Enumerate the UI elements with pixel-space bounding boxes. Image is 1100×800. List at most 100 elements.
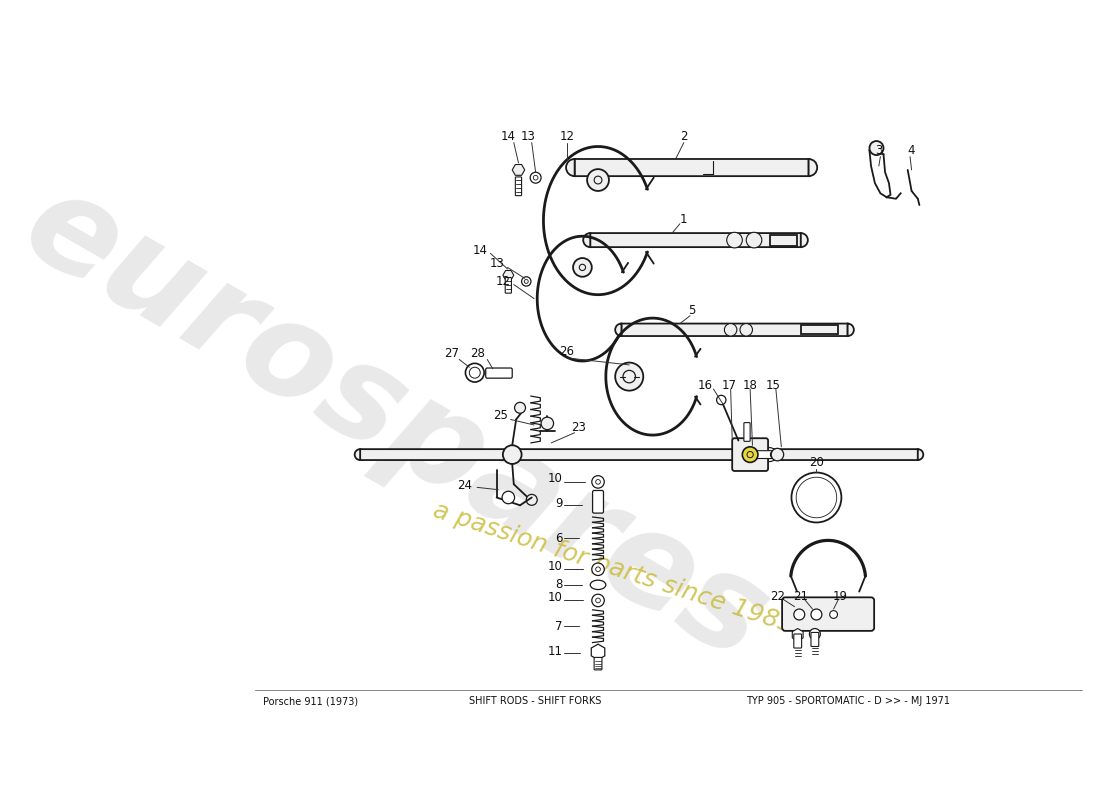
Text: 5: 5	[688, 304, 695, 317]
Text: 6: 6	[556, 532, 563, 545]
Text: 27: 27	[444, 346, 459, 360]
FancyBboxPatch shape	[516, 177, 521, 196]
FancyBboxPatch shape	[621, 323, 848, 336]
Circle shape	[746, 232, 762, 248]
Text: 11: 11	[548, 646, 563, 658]
FancyBboxPatch shape	[794, 634, 802, 648]
Circle shape	[470, 367, 481, 378]
Circle shape	[615, 362, 644, 390]
Circle shape	[716, 395, 726, 405]
Text: 25: 25	[494, 409, 508, 422]
Text: 10: 10	[548, 560, 563, 573]
Text: eurospares: eurospares	[2, 160, 789, 687]
Text: Porsche 911 (1973): Porsche 911 (1973)	[263, 696, 358, 706]
Circle shape	[792, 473, 842, 522]
Text: 22: 22	[770, 590, 785, 603]
Circle shape	[811, 609, 822, 620]
Circle shape	[771, 448, 783, 461]
Text: 10: 10	[548, 472, 563, 486]
Wedge shape	[615, 323, 622, 336]
Text: 23: 23	[571, 421, 586, 434]
Circle shape	[592, 594, 604, 606]
Circle shape	[525, 279, 528, 283]
Circle shape	[770, 450, 778, 458]
Circle shape	[573, 258, 592, 277]
Text: 13: 13	[520, 130, 536, 143]
FancyBboxPatch shape	[733, 438, 768, 471]
FancyBboxPatch shape	[593, 490, 604, 513]
Circle shape	[587, 169, 609, 191]
Circle shape	[534, 175, 538, 180]
Circle shape	[594, 176, 602, 184]
Text: 19: 19	[833, 590, 847, 603]
Circle shape	[521, 277, 531, 286]
Circle shape	[503, 446, 521, 464]
Text: TYP 905 - SPORTOMATIC - D >> - MJ 1971: TYP 905 - SPORTOMATIC - D >> - MJ 1971	[746, 696, 949, 706]
FancyBboxPatch shape	[811, 633, 818, 646]
Text: 12: 12	[496, 275, 510, 288]
Wedge shape	[583, 233, 591, 247]
Text: 9: 9	[556, 498, 563, 510]
Text: 7: 7	[556, 620, 563, 633]
Text: 12: 12	[559, 130, 574, 143]
Circle shape	[725, 323, 737, 336]
Bar	[801, 325, 838, 334]
Text: 2: 2	[680, 130, 688, 143]
FancyBboxPatch shape	[755, 450, 773, 458]
Text: a passion for parts since 1985: a passion for parts since 1985	[430, 498, 798, 638]
Circle shape	[869, 141, 883, 155]
FancyBboxPatch shape	[574, 159, 808, 176]
Text: 17: 17	[722, 379, 737, 393]
FancyBboxPatch shape	[594, 658, 602, 670]
Wedge shape	[801, 233, 807, 247]
Circle shape	[810, 629, 821, 639]
Text: 8: 8	[556, 578, 563, 591]
Circle shape	[502, 491, 515, 504]
Circle shape	[596, 598, 601, 602]
Text: 15: 15	[766, 379, 780, 393]
Wedge shape	[566, 159, 574, 176]
FancyBboxPatch shape	[360, 449, 917, 460]
Circle shape	[580, 264, 585, 270]
Circle shape	[541, 417, 553, 430]
Circle shape	[592, 563, 604, 575]
Text: 16: 16	[698, 379, 713, 393]
Text: 21: 21	[793, 590, 808, 603]
Circle shape	[530, 172, 541, 183]
Wedge shape	[808, 159, 817, 176]
Text: 26: 26	[559, 345, 574, 358]
Wedge shape	[917, 449, 923, 460]
Text: 1: 1	[680, 213, 688, 226]
Text: SHIFT RODS - SHIFT FORKS: SHIFT RODS - SHIFT FORKS	[470, 696, 602, 706]
FancyBboxPatch shape	[744, 422, 750, 442]
Text: 13: 13	[490, 257, 505, 270]
Circle shape	[596, 567, 601, 571]
Circle shape	[623, 370, 636, 383]
Circle shape	[796, 478, 837, 518]
Text: 24: 24	[456, 479, 472, 492]
Ellipse shape	[591, 580, 606, 590]
Text: 18: 18	[742, 379, 758, 393]
Circle shape	[762, 447, 777, 462]
Circle shape	[515, 402, 526, 414]
Text: 20: 20	[808, 456, 824, 469]
FancyBboxPatch shape	[591, 233, 801, 247]
Circle shape	[592, 476, 604, 488]
Text: 14: 14	[500, 130, 516, 143]
Circle shape	[465, 363, 484, 382]
Circle shape	[596, 479, 601, 484]
Wedge shape	[848, 323, 854, 336]
Text: 3: 3	[876, 144, 882, 157]
Circle shape	[742, 446, 758, 462]
FancyBboxPatch shape	[505, 278, 512, 293]
Circle shape	[740, 323, 752, 336]
Circle shape	[747, 451, 754, 458]
Wedge shape	[354, 449, 360, 460]
Circle shape	[727, 232, 742, 248]
FancyBboxPatch shape	[782, 598, 874, 631]
Bar	[770, 234, 796, 246]
Circle shape	[526, 494, 537, 506]
Circle shape	[794, 609, 805, 620]
Text: 10: 10	[548, 591, 563, 604]
Text: 28: 28	[470, 346, 485, 360]
